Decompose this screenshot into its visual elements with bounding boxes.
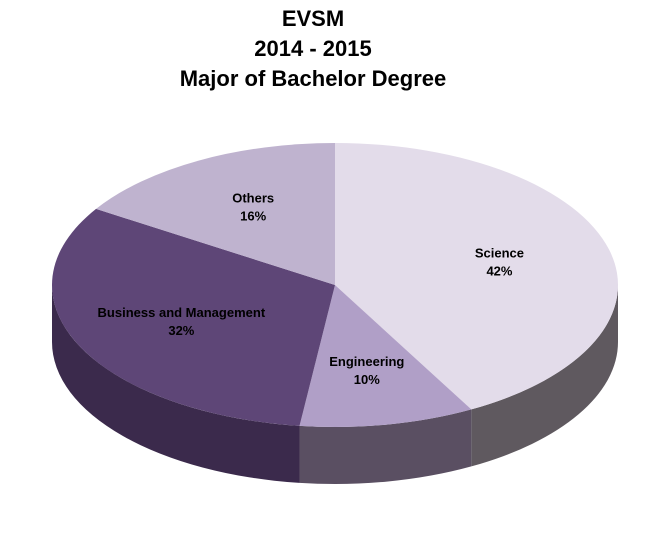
chart-title: Major of Bachelor Degree (180, 66, 447, 91)
slice (335, 143, 618, 410)
slice-label: Business and Management (98, 305, 266, 320)
slice (96, 143, 335, 285)
slice-label: Others (232, 190, 274, 205)
slice-side (471, 285, 618, 467)
chart-title: EVSM (282, 6, 344, 31)
slice-value-label: 42% (486, 264, 512, 279)
slice-value-label: 10% (354, 372, 380, 387)
chart-title: 2014 - 2015 (254, 36, 371, 61)
slice-value-label: 32% (168, 323, 194, 338)
slice (299, 285, 472, 427)
slice-value-label: 16% (240, 208, 266, 223)
slice-label: Science (475, 246, 524, 261)
slice-side (299, 409, 472, 484)
slice (52, 208, 335, 426)
slice-label: Engineering (329, 354, 404, 369)
slice-side (52, 285, 300, 483)
